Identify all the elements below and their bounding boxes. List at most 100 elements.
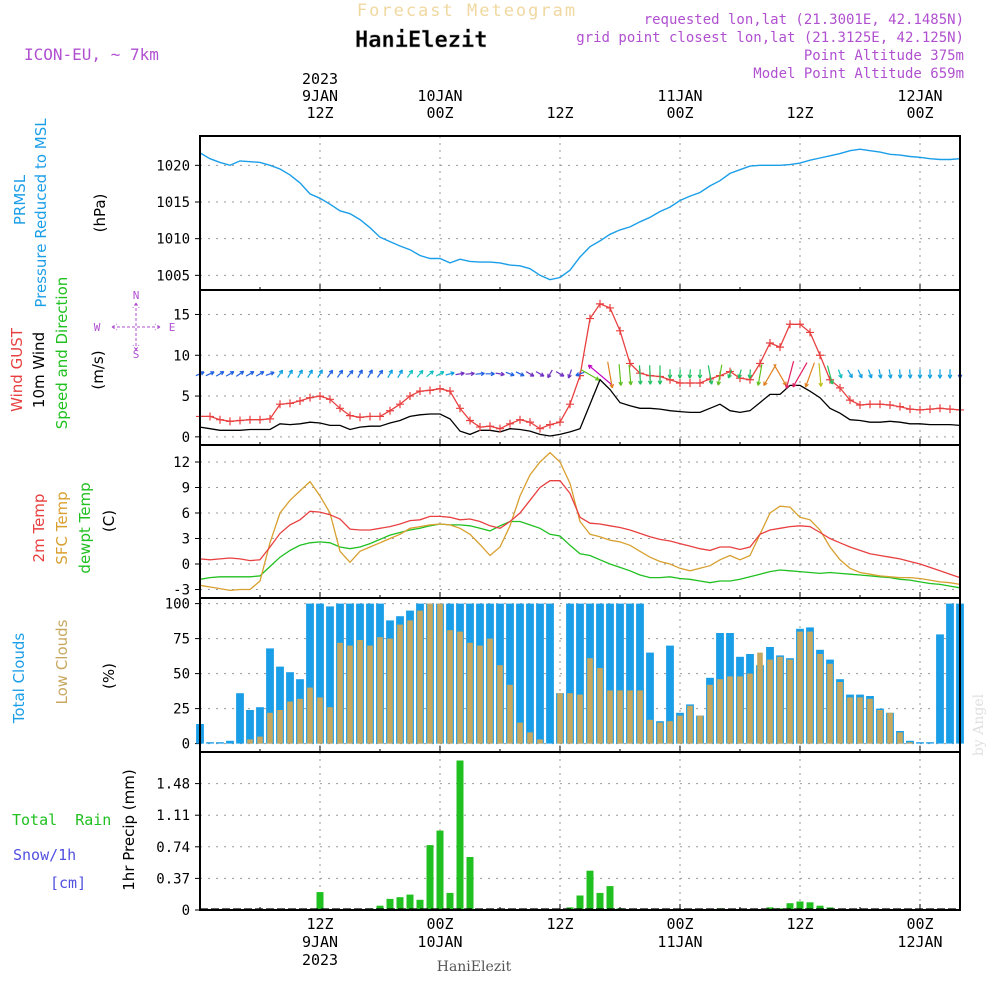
total-cloud-bar	[946, 603, 954, 744]
wind-direction-arrow	[727, 369, 733, 379]
wind-direction-arrow	[426, 370, 434, 378]
gust-marker	[296, 396, 304, 405]
wind-direction-arrow	[877, 369, 883, 379]
y-tick-label: 5	[182, 389, 190, 405]
clouds-ylabel-low: Low Clouds	[53, 619, 71, 704]
wind-direction-arrow	[455, 371, 465, 376]
wind-direction-arrow	[657, 365, 663, 385]
wind-direction-arrow	[567, 369, 573, 379]
gust-marker	[466, 416, 474, 425]
gust-marker	[316, 392, 324, 401]
total-cloud-bar	[266, 648, 274, 744]
total-cloud-bar	[566, 603, 574, 744]
wind-direction-arrow	[947, 369, 953, 379]
gust-marker	[696, 379, 704, 387]
rain-bar	[446, 892, 454, 910]
wind-direction-arrow	[276, 369, 284, 378]
wind-direction-arrow	[937, 369, 943, 379]
wind-direction-arrow	[792, 362, 808, 388]
wind-direction-arrow	[763, 363, 777, 387]
temp-ylabel-dewpt: dewpt Temp	[76, 482, 94, 573]
total-cloud-bar	[576, 603, 584, 744]
rain-bar	[376, 905, 384, 910]
wind-direction-arrow	[580, 369, 600, 381]
low-cloud-bar	[897, 732, 903, 744]
wind-direction-arrow	[647, 365, 653, 385]
plot-background	[200, 752, 960, 910]
bottom-hour-label: 00Z	[666, 915, 693, 933]
wind-direction-arrow	[205, 371, 215, 377]
wind-direction-arrow	[804, 362, 815, 388]
temp-unit: (C)	[100, 510, 118, 532]
wind-direction-arrow	[525, 371, 535, 377]
low-cloud-bar	[307, 687, 313, 744]
wind-direction-arrow	[618, 364, 623, 386]
top-hour-label: 00Z	[666, 104, 693, 122]
y-tick-label: 1020	[156, 158, 190, 174]
rain-bar	[576, 895, 584, 910]
gust-marker	[266, 414, 274, 423]
pressure-line	[199, 148, 961, 281]
total-cloud-bar	[646, 652, 654, 744]
plot-background	[200, 136, 960, 290]
bottom-date-label: 10JAN	[417, 933, 462, 951]
bottom-date-label: 9JAN	[302, 933, 338, 951]
pressure-ylabel-2: Pressure Reduced to MSL	[32, 118, 50, 308]
gust-marker	[786, 320, 794, 329]
low-cloud-bar	[527, 732, 533, 744]
precip-label-cm: [cm]	[50, 874, 86, 892]
compass-rose: N W E S	[94, 289, 176, 361]
total-cloud-bar	[206, 742, 214, 744]
wind-direction-arrow	[818, 363, 824, 387]
wind-direction-arrow	[317, 369, 323, 378]
precip-label-snow: Snow/1h	[13, 846, 76, 864]
low-cloud-bar	[677, 715, 683, 744]
wind-direction-arrow	[535, 371, 545, 377]
wind-direction-arrow	[667, 369, 673, 379]
wind-direction-arrow	[575, 371, 585, 377]
clouds-panel: 0 25 50 75 100 Total Clouds Low Clouds (%)	[10, 597, 964, 753]
precip-unit: 1hr Precip (mm)	[120, 769, 138, 890]
gust-marker	[606, 303, 614, 312]
wind-direction-arrow	[265, 371, 275, 376]
y-tick-label: 0	[182, 557, 190, 573]
wind-speed-line	[199, 378, 961, 437]
y-tick-label: 75	[173, 632, 190, 648]
gust-marker	[756, 359, 764, 368]
wind-direction-arrow	[897, 369, 903, 379]
gust-marker	[906, 405, 914, 414]
y-tick-label: 6	[182, 506, 190, 522]
plot-border	[199, 751, 961, 911]
low-cloud-bar	[627, 690, 633, 744]
gust-marker	[556, 418, 564, 427]
rain-bar	[316, 892, 324, 910]
wind-direction-arrow	[677, 369, 683, 379]
wind-direction-arrow	[847, 369, 853, 379]
rain-bar	[456, 760, 464, 910]
wind-direction-arrow	[475, 371, 485, 377]
gust-marker	[516, 415, 524, 424]
gust-marker	[426, 386, 434, 395]
total-cloud-bar	[616, 603, 624, 744]
clouds-ylabel-total: Total Clouds	[10, 633, 28, 725]
y-tick-label: 15	[173, 307, 190, 323]
low-cloud-bar	[767, 659, 773, 744]
y-tick-label: 12	[173, 455, 190, 471]
wind-direction-arrow	[515, 371, 525, 377]
wind-direction-arrow	[485, 371, 495, 377]
y-tick-label: 1015	[156, 195, 190, 211]
y-tick-label: 10	[173, 348, 190, 364]
low-cloud-bar	[567, 693, 573, 744]
total-cloud-bar	[506, 603, 514, 744]
low-cloud-bar	[587, 658, 593, 744]
y-tick-label: 3	[182, 532, 190, 548]
y-tick-label: 1005	[156, 268, 190, 284]
wind-direction-arrow	[737, 369, 742, 379]
low-cloud-bar	[877, 710, 883, 744]
rain-bar	[406, 894, 414, 910]
wind-direction-arrow	[255, 371, 265, 377]
wind-direction-arrow	[697, 369, 703, 379]
top-title: Forecast Meteogram	[357, 1, 577, 21]
rain-bar	[416, 899, 424, 910]
low-cloud-bar	[687, 705, 693, 744]
